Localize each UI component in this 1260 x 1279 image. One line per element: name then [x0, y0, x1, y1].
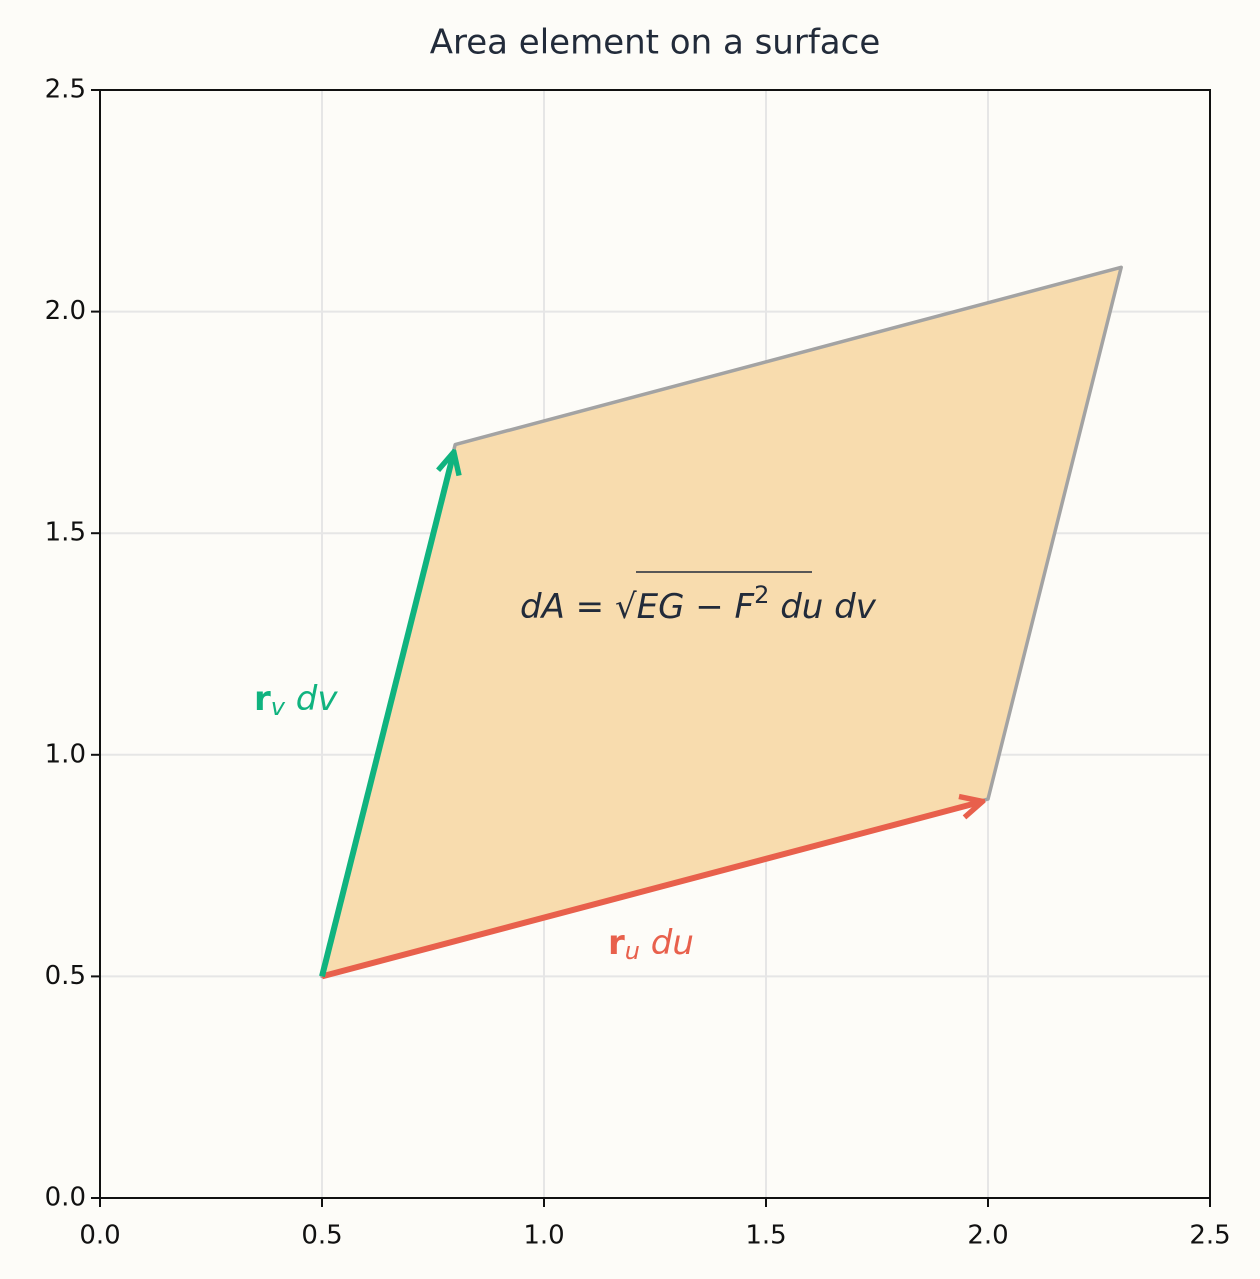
axes-frame	[99, 89, 1211, 1199]
x-tick-label: 1.5	[745, 1221, 786, 1251]
x-tick-label: 1.0	[523, 1221, 564, 1251]
label-part: r	[608, 923, 625, 963]
y-tick-label: 2.0	[45, 296, 86, 326]
label-part: dv	[285, 679, 338, 719]
vector-label: rv dv	[254, 679, 338, 722]
label-part: =	[565, 587, 615, 627]
x-tick-label: 0.5	[301, 1221, 342, 1251]
label-part: r	[254, 679, 271, 719]
chart-title: Area element on a surface	[430, 23, 881, 63]
label-part: 2	[754, 581, 769, 609]
label-part: du	[640, 923, 694, 963]
vector-arrow	[321, 802, 980, 980]
y-tick-label: 2.5	[45, 75, 86, 105]
x-tick-label: 0.0	[79, 1221, 120, 1251]
vector-label: ru du	[608, 923, 694, 966]
formula: dA = √EG − F2 du dv	[520, 581, 877, 627]
label-part: EG − F	[637, 587, 755, 627]
y-tick-label: 1.5	[45, 518, 86, 548]
label-part: √	[615, 587, 637, 627]
x-tick-label: 2.5	[1189, 1221, 1230, 1251]
x-tick-label: 2.0	[967, 1221, 1008, 1251]
y-tick-label: 0.0	[45, 1183, 86, 1213]
vector-arrow	[319, 455, 453, 978]
label-part: dA	[520, 587, 565, 627]
label-part: v	[271, 693, 286, 721]
y-tick-label: 0.5	[45, 961, 86, 991]
label-part: u	[625, 937, 640, 965]
y-tick-label: 1.0	[45, 739, 86, 769]
label-part: du dv	[769, 587, 876, 627]
